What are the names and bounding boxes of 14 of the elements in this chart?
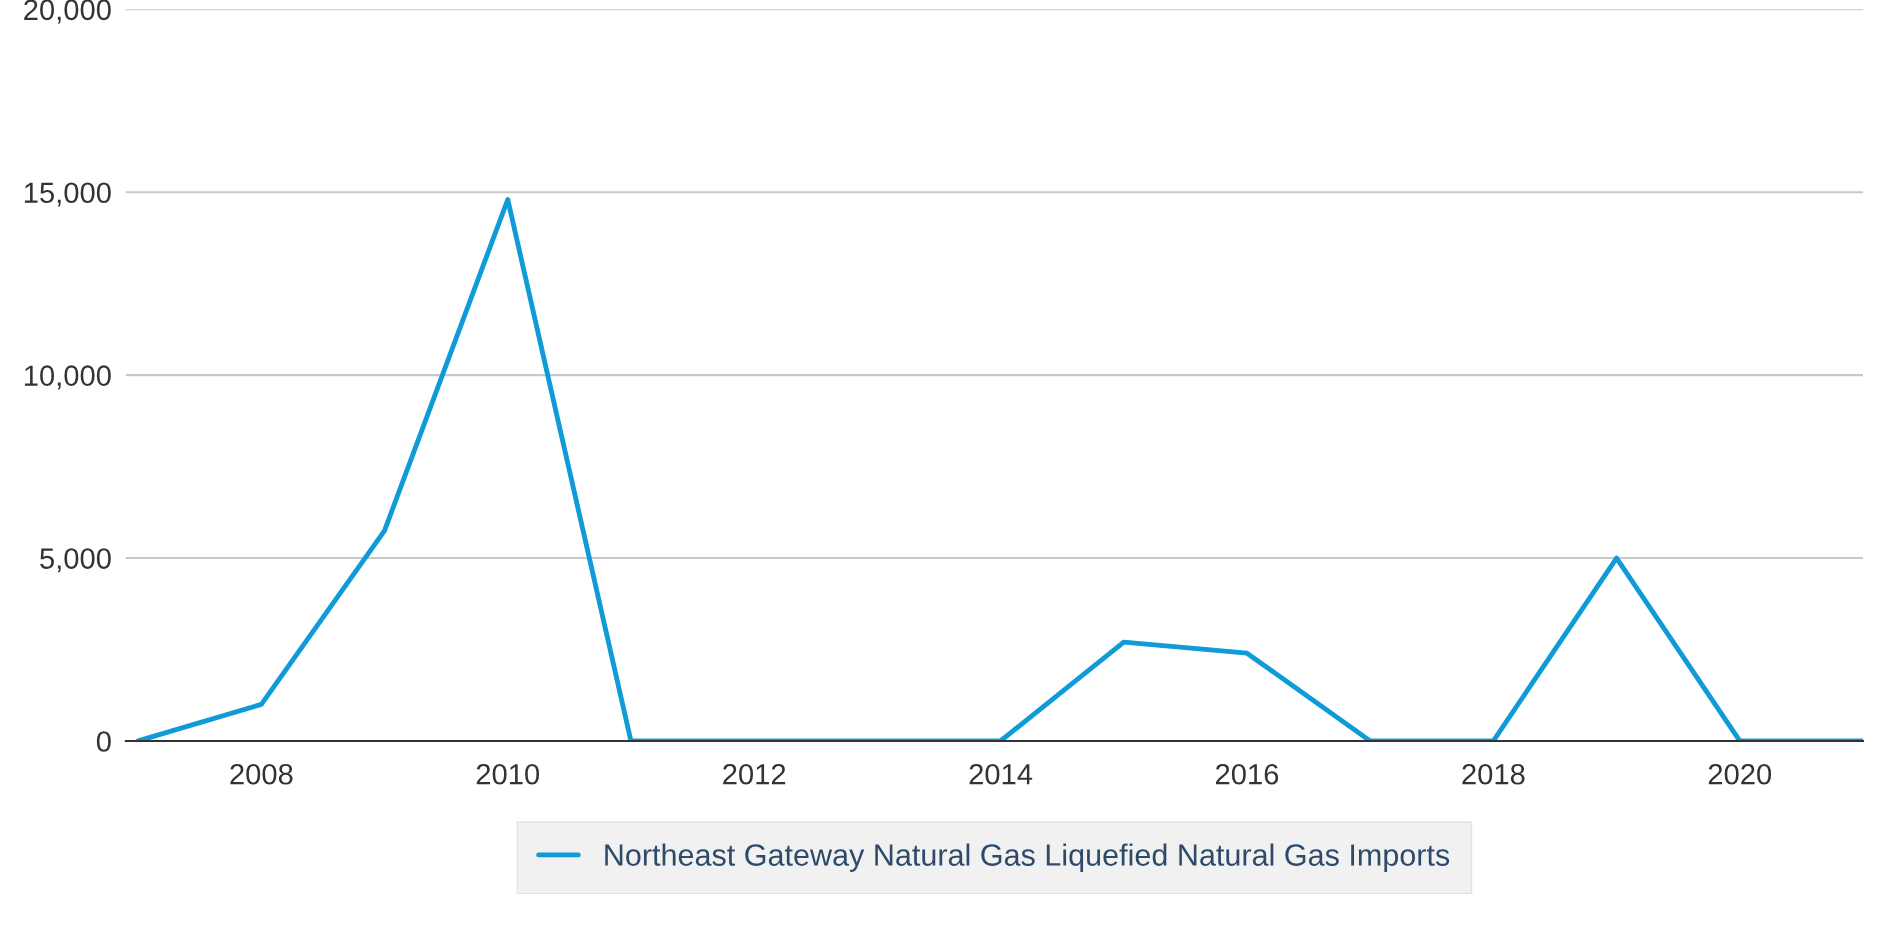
x-tick-label: 2018 <box>1462 763 1525 785</box>
x-tick-label: 2012 <box>723 763 786 785</box>
line-series <box>135 197 1863 741</box>
y-tick-label: 0 <box>96 731 111 752</box>
legend-label: Northeast Gateway Natural Gas Liquefied Natural Gas Imports <box>605 843 1450 872</box>
x-tick-label: 2014 <box>969 763 1033 785</box>
y-tick-label: 5,000 <box>40 548 111 573</box>
x-tick-label: 2008 <box>230 763 293 785</box>
y-tick-label: 20,000 <box>24 0 111 24</box>
x-tick-label: 2016 <box>1215 763 1279 785</box>
y-tick-label: 10,000 <box>24 365 111 390</box>
y-tick-label: 15,000 <box>24 182 111 207</box>
x-tick-label: 2020 <box>1708 763 1772 785</box>
x-tick-label: 2010 <box>476 763 540 785</box>
